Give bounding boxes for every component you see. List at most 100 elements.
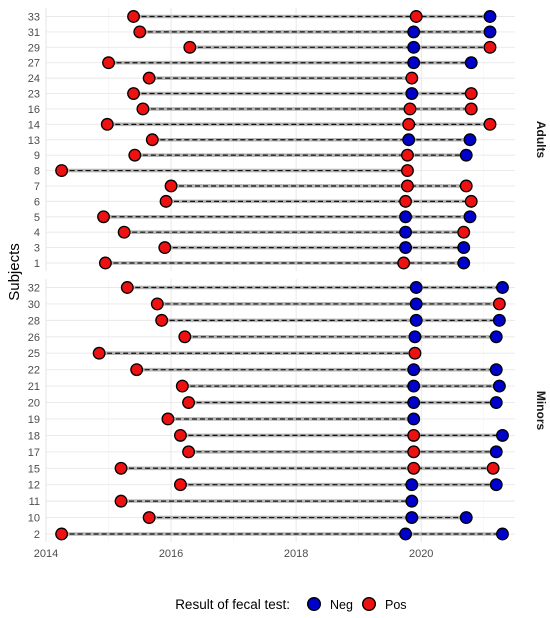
legend-title: Result of fecal test: <box>175 597 290 612</box>
test-point-neg <box>405 494 419 508</box>
y-tick-label: 10 <box>28 513 40 525</box>
test-point-pos <box>173 428 187 442</box>
test-point-pos <box>158 241 172 255</box>
test-point-pos <box>173 478 187 492</box>
test-point-neg <box>457 256 471 270</box>
test-point-pos <box>92 346 106 360</box>
y-tick-label: 2 <box>34 529 40 541</box>
test-point-pos <box>483 117 497 131</box>
y-tick-label: 11 <box>29 496 40 508</box>
test-point-neg <box>407 412 421 426</box>
y-tick-label: 20 <box>28 398 40 410</box>
test-point-neg <box>459 148 473 162</box>
test-point-neg <box>399 527 413 541</box>
test-point-pos <box>459 179 473 193</box>
y-tick-label: 29 <box>28 42 40 54</box>
y-axis-title: Subjects <box>6 243 23 301</box>
test-point-neg <box>399 210 413 224</box>
facet-label-adults: Adults <box>534 121 548 159</box>
test-point-pos <box>127 87 140 100</box>
test-point-neg <box>407 396 421 409</box>
test-point-neg <box>399 241 413 255</box>
x-tick-label: 2018 <box>284 548 308 560</box>
labels-layer: 33312927242316141398765431Adults32302826… <box>28 12 548 561</box>
y-tick-label: 6 <box>34 196 40 208</box>
test-point-pos <box>400 179 414 193</box>
legend-marker-neg <box>307 597 322 612</box>
test-point-pos <box>407 461 421 475</box>
test-point-neg <box>409 281 423 294</box>
y-tick-label: 31 <box>28 27 40 39</box>
test-point-neg <box>483 25 497 39</box>
test-point-pos <box>397 256 411 270</box>
x-tick-label: 2014 <box>34 548 58 560</box>
test-point-neg <box>409 297 423 311</box>
test-point-pos <box>164 179 178 193</box>
y-tick-label: 33 <box>28 12 40 24</box>
test-point-neg <box>489 396 503 409</box>
y-tick-label: 30 <box>28 299 40 311</box>
y-tick-label: 3 <box>34 243 40 255</box>
test-point-neg <box>483 10 497 23</box>
y-tick-label: 5 <box>34 212 40 224</box>
test-point-neg <box>459 511 473 525</box>
test-point-pos <box>159 194 173 208</box>
x-tick-label: 2020 <box>409 548 433 560</box>
test-point-pos <box>399 194 413 208</box>
y-tick-label: 1 <box>34 258 40 270</box>
test-point-pos <box>117 225 131 239</box>
test-point-neg <box>402 133 416 147</box>
y-tick-label: 24 <box>28 73 40 85</box>
test-point-pos <box>486 461 500 475</box>
points-layer <box>55 10 509 541</box>
test-point-pos <box>114 461 128 475</box>
y-tick-label: 23 <box>28 89 40 101</box>
y-tick-label: 28 <box>28 315 40 327</box>
legend-marker-pos <box>362 597 377 612</box>
test-point-pos <box>161 412 175 426</box>
test-point-neg <box>463 210 477 224</box>
test-point-pos <box>492 297 506 311</box>
y-tick-label: 8 <box>34 166 40 178</box>
y-tick-label: 12 <box>28 480 40 492</box>
test-point-pos <box>464 102 478 116</box>
test-point-neg <box>464 56 478 70</box>
test-point-pos <box>408 346 422 360</box>
test-point-pos <box>97 210 110 224</box>
test-point-neg <box>407 379 421 393</box>
test-point-pos <box>98 256 112 270</box>
y-tick-label: 19 <box>28 414 40 426</box>
test-point-pos <box>483 40 497 54</box>
test-point-pos <box>130 363 144 377</box>
test-point-pos <box>142 71 156 85</box>
test-point-pos <box>120 281 134 294</box>
test-point-neg <box>407 56 421 70</box>
legend-label-pos: Pos <box>385 598 407 612</box>
test-point-pos <box>405 71 419 85</box>
test-point-neg <box>405 511 419 525</box>
test-point-neg <box>407 25 421 39</box>
test-point-neg <box>496 527 509 541</box>
test-point-pos <box>175 379 189 393</box>
test-point-neg <box>407 40 421 54</box>
test-point-pos <box>178 330 192 344</box>
y-tick-label: 32 <box>28 283 40 295</box>
test-point-neg <box>409 313 423 327</box>
y-tick-label: 7 <box>34 181 40 193</box>
test-point-pos <box>55 164 69 178</box>
y-tick-label: 27 <box>28 58 40 70</box>
test-point-neg <box>457 241 471 255</box>
test-point-neg <box>463 133 477 147</box>
y-tick-label: 22 <box>28 365 40 377</box>
test-point-pos <box>182 396 196 409</box>
y-tick-label: 9 <box>34 150 40 162</box>
test-point-pos <box>407 428 421 442</box>
test-point-pos <box>400 148 414 162</box>
test-point-pos <box>142 511 156 525</box>
y-tick-label: 21 <box>28 381 40 393</box>
test-point-pos <box>145 133 159 147</box>
test-point-neg <box>405 87 419 100</box>
test-point-pos <box>403 102 417 116</box>
